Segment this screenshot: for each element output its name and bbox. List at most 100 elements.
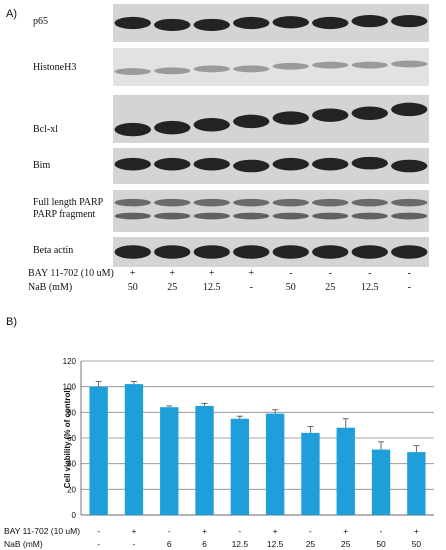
blot-band: [193, 65, 230, 73]
bar: [195, 405, 214, 515]
nab-value: 25: [325, 282, 336, 293]
bay-value: -: [289, 268, 293, 279]
blot-band: [351, 156, 388, 170]
bay-value: -: [167, 526, 171, 536]
blot-band: [312, 198, 349, 207]
blot-band: [154, 198, 191, 207]
nab-value: -: [132, 539, 136, 549]
blot-label-text: Bcl-xl: [33, 124, 58, 135]
y-tick-label: 80: [67, 408, 76, 417]
nab-value: -: [249, 282, 253, 293]
blot-band: [351, 106, 388, 120]
blot-band: [312, 61, 349, 69]
y-tick-label: 40: [67, 460, 76, 469]
blot-band: [272, 111, 309, 125]
nab-value: 50: [127, 282, 138, 293]
blot-band: [312, 157, 349, 171]
blot-band: [312, 16, 349, 30]
bay-value: -: [309, 526, 312, 536]
blot-band: [272, 245, 309, 259]
blot-band: [154, 212, 191, 220]
nab-value: 50: [376, 539, 386, 549]
blot-band: [233, 16, 270, 30]
panel-b-bay-label: BAY 11-702 (10 uM): [4, 526, 81, 536]
panel-a-bay-label: BAY 11-702 (10 uM): [28, 268, 114, 279]
blot-band: [154, 120, 191, 135]
blot-band: [154, 245, 191, 259]
nab-value: 12.5: [231, 539, 249, 549]
blot-band: [193, 212, 230, 220]
bar: [124, 384, 144, 515]
y-tick-label: 60: [67, 434, 76, 443]
blot-label-text: PARP fragment: [33, 209, 96, 220]
bar: [230, 418, 250, 515]
blot-band: [233, 245, 270, 259]
blot-band: [193, 245, 230, 259]
bar: [89, 386, 108, 515]
bay-value: -: [368, 268, 372, 279]
blot-label-text: p65: [33, 16, 48, 27]
blot-band: [114, 198, 151, 207]
blot-band: [114, 68, 151, 75]
blot-band: [114, 157, 151, 171]
panel-b-nab-label: NaB (mM): [4, 539, 43, 549]
y-tick-label: 0: [72, 511, 77, 520]
bar: [301, 432, 320, 515]
blot-band: [312, 245, 349, 259]
bay-value: -: [328, 268, 332, 279]
bar: [407, 452, 426, 515]
blot-band: [312, 108, 349, 122]
bay-value: +: [208, 268, 215, 279]
nab-value: 6: [166, 539, 172, 549]
blot-band: [114, 122, 151, 137]
blot-image-bim: [113, 148, 429, 184]
blot-image-beta-actin: [113, 237, 429, 267]
blot-band: [272, 62, 309, 70]
nab-value: 6: [202, 539, 207, 549]
blot-label-parp: Full length PARP PARP fragment: [33, 197, 103, 221]
blot-label-bcl-xl: Bcl-xl: [33, 124, 58, 136]
blot-band: [391, 245, 428, 259]
blot-band: [272, 157, 309, 171]
blot-band: [391, 159, 428, 173]
blot-band: [193, 18, 230, 31]
bar: [265, 413, 285, 515]
blot-band: [233, 212, 270, 220]
blot-band: [272, 16, 309, 29]
nab-value: 12.5: [361, 282, 379, 293]
blot-band: [233, 159, 270, 173]
blot-label-text: HistoneH3: [33, 62, 77, 73]
blot-band: [391, 102, 428, 117]
blot-band: [391, 212, 428, 220]
blot-band: [351, 245, 388, 259]
blot-label-bim: Bim: [33, 160, 50, 172]
bay-value: +: [248, 268, 255, 279]
blot-label-beta-actin: Beta actin: [33, 245, 73, 257]
y-tick-label: 100: [63, 383, 77, 392]
blot-image-parp: [113, 190, 429, 232]
bay-value: +: [131, 526, 137, 536]
blot-band: [272, 212, 309, 220]
blot-band: [193, 157, 230, 171]
nab-value: 25: [167, 282, 178, 293]
blot-band: [351, 61, 388, 69]
blot-band: [351, 198, 388, 207]
bay-value: +: [272, 526, 278, 536]
blot-band: [233, 65, 270, 73]
blot-band: [391, 15, 428, 28]
bay-value: -: [407, 268, 411, 279]
blot-band: [154, 18, 191, 31]
blot-image-bcl-xl: [113, 95, 429, 143]
blot-image-p65: [113, 4, 429, 42]
nab-value: 50: [285, 282, 296, 293]
blot-band: [391, 198, 428, 207]
panel-b-label: B): [6, 316, 17, 328]
y-tick-label: 20: [67, 485, 76, 494]
bay-value: +: [129, 268, 136, 279]
nab-value: 12.5: [203, 282, 221, 293]
nab-value: 50: [411, 539, 422, 549]
blot-band: [312, 212, 349, 220]
bar: [336, 427, 355, 515]
blot-band: [272, 198, 309, 207]
